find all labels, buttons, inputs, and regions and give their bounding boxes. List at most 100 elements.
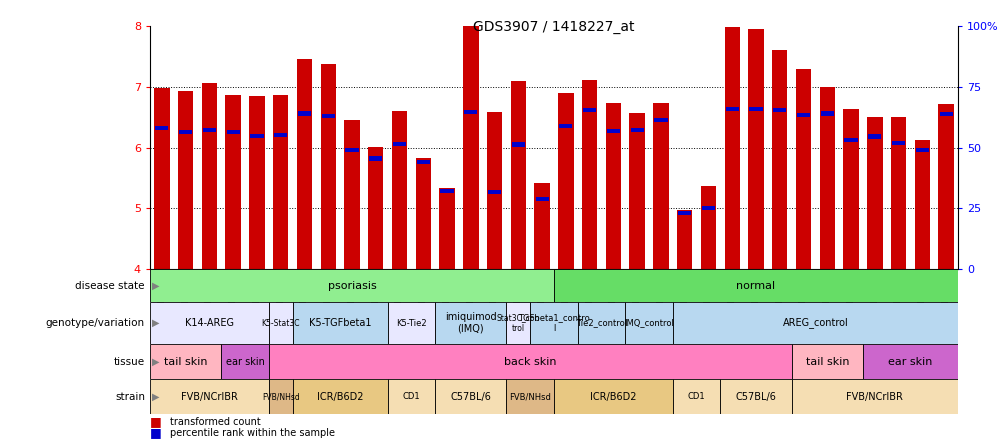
Text: ear skin: ear skin	[888, 357, 932, 366]
Text: tail skin: tail skin	[805, 357, 849, 366]
Bar	[269, 379, 293, 414]
Bar	[672, 379, 719, 414]
Bar	[511, 143, 524, 147]
Bar	[938, 104, 953, 269]
Bar	[773, 108, 786, 112]
Bar	[791, 379, 957, 414]
Bar	[225, 95, 240, 269]
Bar	[652, 103, 668, 269]
Bar	[559, 123, 572, 128]
Text: back skin: back skin	[503, 357, 556, 366]
Text: tail skin: tail skin	[163, 357, 207, 366]
Text: AREG_control: AREG_control	[782, 317, 848, 329]
Text: C57BL/6: C57BL/6	[450, 392, 491, 401]
Text: K5-TGFbeta1: K5-TGFbeta1	[309, 318, 371, 328]
Bar	[630, 128, 643, 132]
Bar	[150, 379, 269, 414]
Bar	[791, 344, 862, 379]
Bar	[486, 112, 502, 269]
Bar	[553, 269, 957, 302]
Bar	[150, 302, 269, 344]
Bar	[321, 64, 336, 269]
Bar	[179, 130, 192, 135]
Text: ▶: ▶	[152, 318, 159, 328]
Bar	[677, 211, 690, 215]
Bar	[535, 197, 548, 201]
Bar	[221, 344, 269, 379]
Text: ■: ■	[150, 415, 161, 428]
Text: K14-AREG: K14-AREG	[184, 318, 233, 328]
Bar	[676, 210, 691, 269]
Bar	[820, 111, 833, 115]
Text: percentile rank within the sample: percentile rank within the sample	[170, 428, 335, 438]
Bar	[605, 103, 620, 269]
Text: CD1: CD1	[687, 392, 704, 401]
Bar	[393, 142, 406, 146]
Bar	[155, 126, 168, 130]
Bar	[387, 379, 435, 414]
Text: ICR/B6D2: ICR/B6D2	[317, 392, 363, 401]
Bar	[700, 186, 715, 269]
Text: Stat3C_con
trol: Stat3C_con trol	[496, 313, 539, 333]
Bar	[392, 111, 407, 269]
Bar	[269, 302, 293, 344]
Bar	[914, 139, 929, 269]
Text: TGFbeta1_contro
l: TGFbeta1_contro l	[518, 313, 589, 333]
Bar	[345, 148, 358, 152]
Text: ■: ■	[150, 426, 161, 440]
Bar	[344, 119, 360, 269]
Bar	[154, 88, 169, 269]
Bar	[534, 183, 549, 269]
Bar	[506, 379, 553, 414]
Text: K5-Stat3C: K5-Stat3C	[262, 318, 300, 328]
Text: genotype/variation: genotype/variation	[46, 318, 145, 328]
Text: FVB/NHsd: FVB/NHsd	[262, 392, 300, 401]
Bar	[415, 159, 431, 269]
Bar	[653, 118, 667, 122]
Bar	[795, 69, 811, 269]
Text: ear skin: ear skin	[225, 357, 265, 366]
Bar	[719, 379, 791, 414]
Bar	[862, 344, 957, 379]
Bar	[819, 87, 835, 269]
Text: strain: strain	[115, 392, 145, 401]
Bar	[463, 26, 478, 269]
Text: ▶: ▶	[152, 392, 159, 401]
Bar	[293, 302, 387, 344]
Text: ▶: ▶	[152, 357, 159, 366]
Bar	[369, 156, 382, 161]
Bar	[435, 302, 506, 344]
Text: IMQ_control: IMQ_control	[623, 318, 673, 328]
Bar	[672, 302, 957, 344]
Bar	[488, 190, 501, 194]
Bar	[297, 59, 312, 269]
Bar	[150, 344, 221, 379]
Bar	[201, 83, 216, 269]
Bar	[150, 269, 553, 302]
Bar	[724, 107, 738, 111]
Bar	[274, 133, 287, 138]
Text: disease state: disease state	[75, 281, 145, 290]
Bar	[387, 302, 435, 344]
Bar	[747, 29, 763, 269]
Bar	[322, 114, 335, 118]
Bar	[202, 128, 215, 132]
Text: normal: normal	[735, 281, 775, 290]
Text: GDS3907 / 1418227_at: GDS3907 / 1418227_at	[473, 20, 634, 34]
Bar	[867, 116, 882, 269]
Bar	[915, 148, 928, 152]
Text: ICR/B6D2: ICR/B6D2	[589, 392, 636, 401]
Text: C57BL/6: C57BL/6	[734, 392, 776, 401]
Bar	[890, 116, 906, 269]
Bar	[868, 135, 881, 139]
Bar	[624, 302, 672, 344]
Bar	[510, 81, 526, 269]
Bar	[843, 109, 858, 269]
Bar	[748, 107, 762, 111]
Bar	[440, 189, 453, 194]
Bar	[577, 302, 624, 344]
Text: psoriasis: psoriasis	[328, 281, 376, 290]
Bar	[250, 134, 264, 138]
Text: Tie2_control: Tie2_control	[575, 318, 626, 328]
Bar	[557, 93, 573, 269]
